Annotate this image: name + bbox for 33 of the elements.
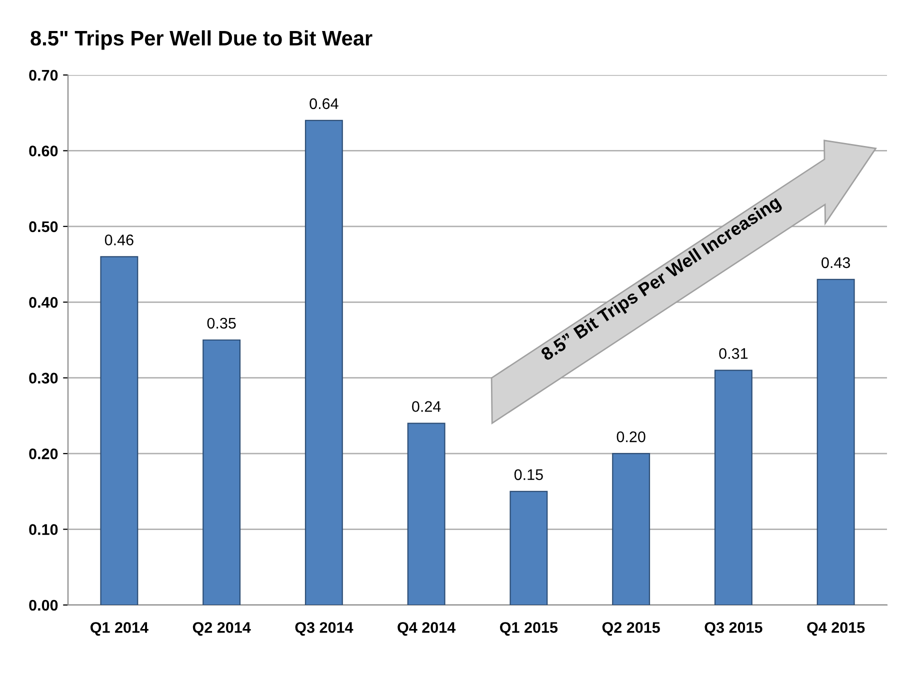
x-tick-label: Q3 2015 bbox=[704, 622, 762, 636]
x-tick-label: Q4 2015 bbox=[807, 622, 865, 636]
x-tick-label: Q3 2014 bbox=[295, 622, 354, 636]
x-tick-label: Q1 2014 bbox=[90, 622, 148, 636]
data-label: 0.64 bbox=[310, 98, 338, 110]
y-tick-label: 0.70 bbox=[29, 70, 58, 81]
data-label: 0.15 bbox=[514, 469, 543, 480]
bar bbox=[714, 370, 752, 605]
bar bbox=[612, 453, 650, 605]
y-tick-label: 0.00 bbox=[29, 600, 58, 611]
data-label: 0.20 bbox=[616, 431, 646, 442]
data-label: 0.31 bbox=[719, 348, 748, 359]
y-tick-label: 0.50 bbox=[29, 221, 58, 232]
y-tick-label: 0.30 bbox=[29, 372, 58, 384]
y-tick-label: 0.60 bbox=[29, 146, 58, 156]
x-tick-label: Q1 2015 bbox=[500, 622, 558, 636]
bar bbox=[510, 490, 548, 605]
x-tick-label: Q2 2014 bbox=[192, 622, 251, 636]
data-label: 0.35 bbox=[207, 318, 236, 329]
bar bbox=[202, 339, 241, 605]
bar bbox=[816, 278, 855, 605]
data-label: 0.43 bbox=[822, 257, 850, 268]
y-tick-label: 0.10 bbox=[29, 524, 58, 535]
x-tick-label: Q2 2015 bbox=[602, 622, 660, 636]
bar bbox=[100, 256, 138, 605]
y-tick-label: 0.40 bbox=[29, 297, 58, 308]
y-tick-label: 0.20 bbox=[29, 448, 58, 460]
x-tick-label: Q4 2014 bbox=[398, 622, 456, 636]
bar bbox=[304, 120, 343, 605]
chart-title: 8.5" Trips Per Well Due to Bit Wear bbox=[30, 30, 372, 50]
bar bbox=[407, 422, 446, 605]
data-label: 0.24 bbox=[412, 401, 441, 412]
data-label: 0.46 bbox=[104, 234, 134, 246]
